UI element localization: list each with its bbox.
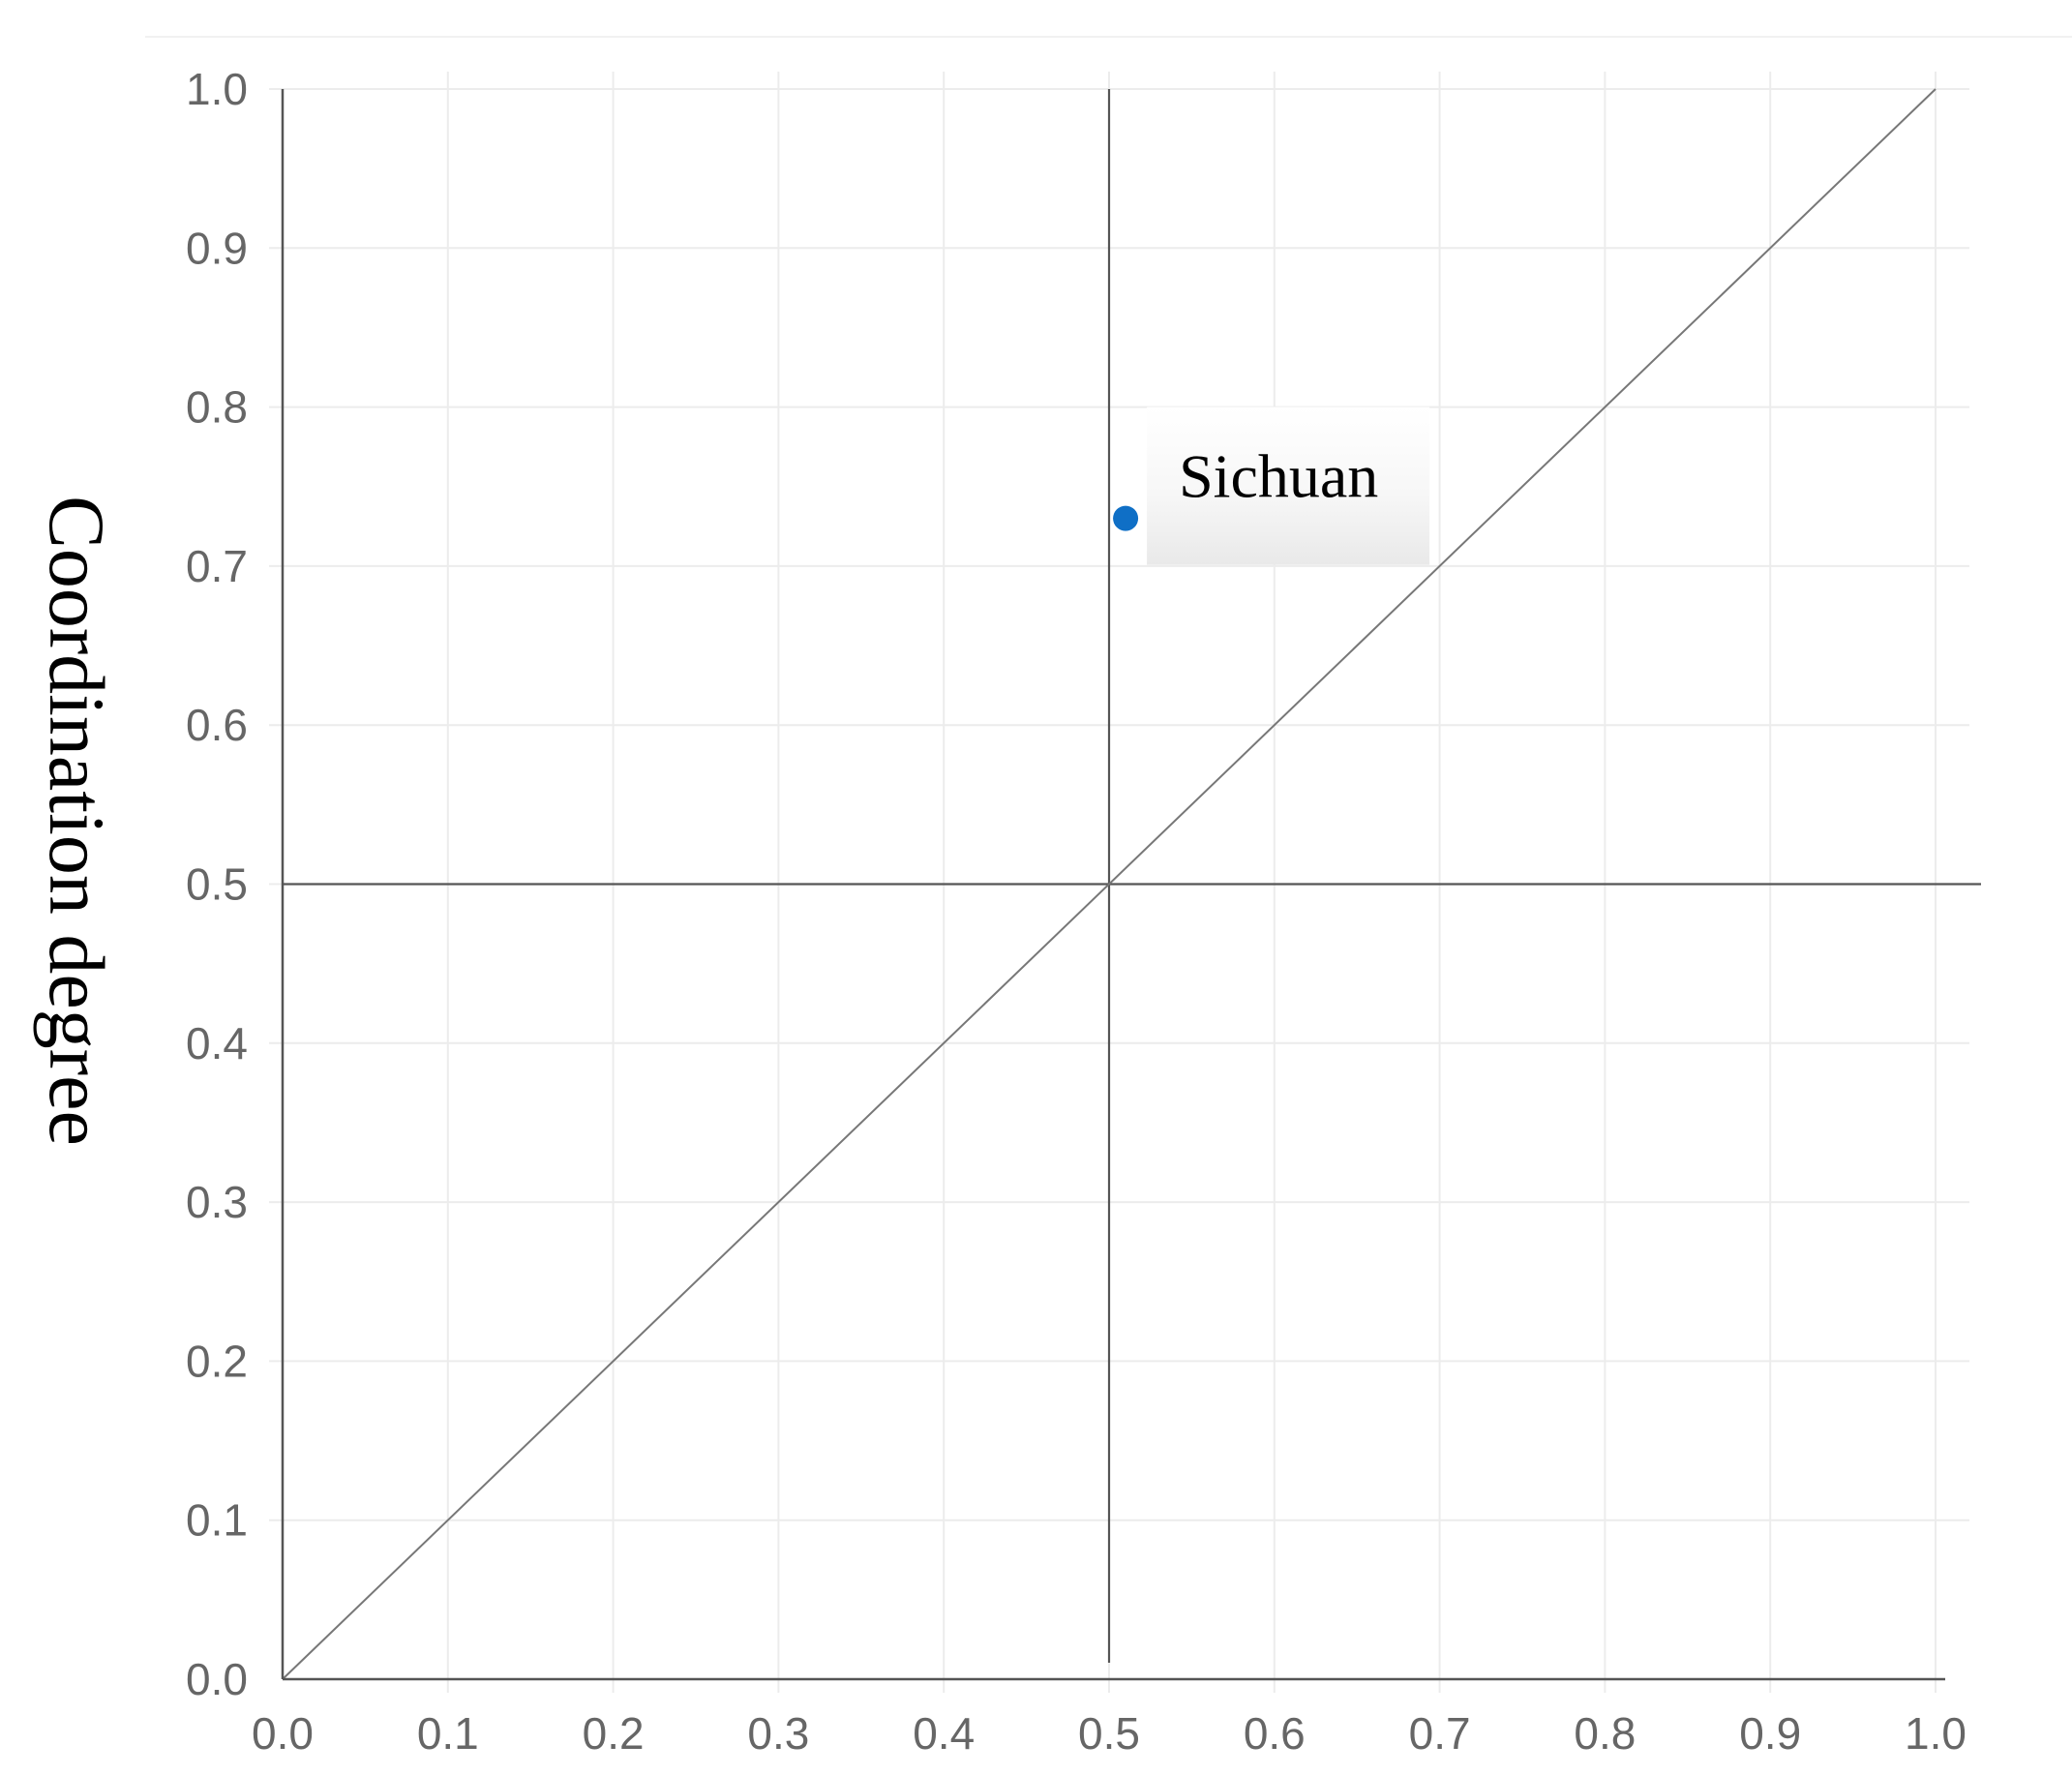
grid xyxy=(269,72,1969,1693)
x-tick-label: 0.9 xyxy=(1739,1708,1801,1759)
x-tick-label: 0.6 xyxy=(1244,1708,1306,1759)
x-tick-label: 0.1 xyxy=(417,1708,479,1759)
x-tick-label: 0.5 xyxy=(1078,1708,1140,1759)
data-point-label: Sichuan xyxy=(1179,442,1378,511)
data-points: Sichuan xyxy=(1113,406,1430,565)
y-tick-label: 0.4 xyxy=(186,1018,248,1068)
y-tick-label: 0.7 xyxy=(186,541,248,591)
y-tick-label: 0.0 xyxy=(186,1654,248,1704)
y-tick-label: 0.3 xyxy=(186,1177,248,1227)
y-tick-label: 0.2 xyxy=(186,1336,248,1386)
point-label-box xyxy=(1147,406,1430,565)
x-tick-label: 0.4 xyxy=(913,1708,975,1759)
x-tick-label: 0.0 xyxy=(252,1708,314,1759)
diagonal-reference-line xyxy=(282,88,1937,1680)
x-tick-label: 0.2 xyxy=(583,1708,645,1759)
tick-labels: 0.0 0.1 0.2 0.3 0.4 0.5 0.6 0.7 0.8 0.9 1.0 0.0 0.1 0… xyxy=(186,64,1967,1759)
data-point xyxy=(1113,505,1139,531)
y-tick-label: 0.8 xyxy=(186,382,248,433)
y-tick-label: 1.0 xyxy=(186,64,248,114)
y-tick-label: 0.9 xyxy=(186,223,248,273)
y-tick-label: 0.5 xyxy=(186,859,248,910)
y-axis-title: Coordination degree xyxy=(33,496,121,1146)
x-tick-label: 0.7 xyxy=(1409,1708,1471,1759)
x-tick-label: 0.3 xyxy=(747,1708,809,1759)
x-tick-label: 1.0 xyxy=(1905,1708,1967,1759)
y-tick-label: 0.6 xyxy=(186,700,248,750)
axes xyxy=(281,89,1945,1681)
x-tick-label: 0.8 xyxy=(1574,1708,1636,1759)
y-tick-label: 0.1 xyxy=(186,1495,248,1546)
reference-lines xyxy=(282,88,1981,1680)
